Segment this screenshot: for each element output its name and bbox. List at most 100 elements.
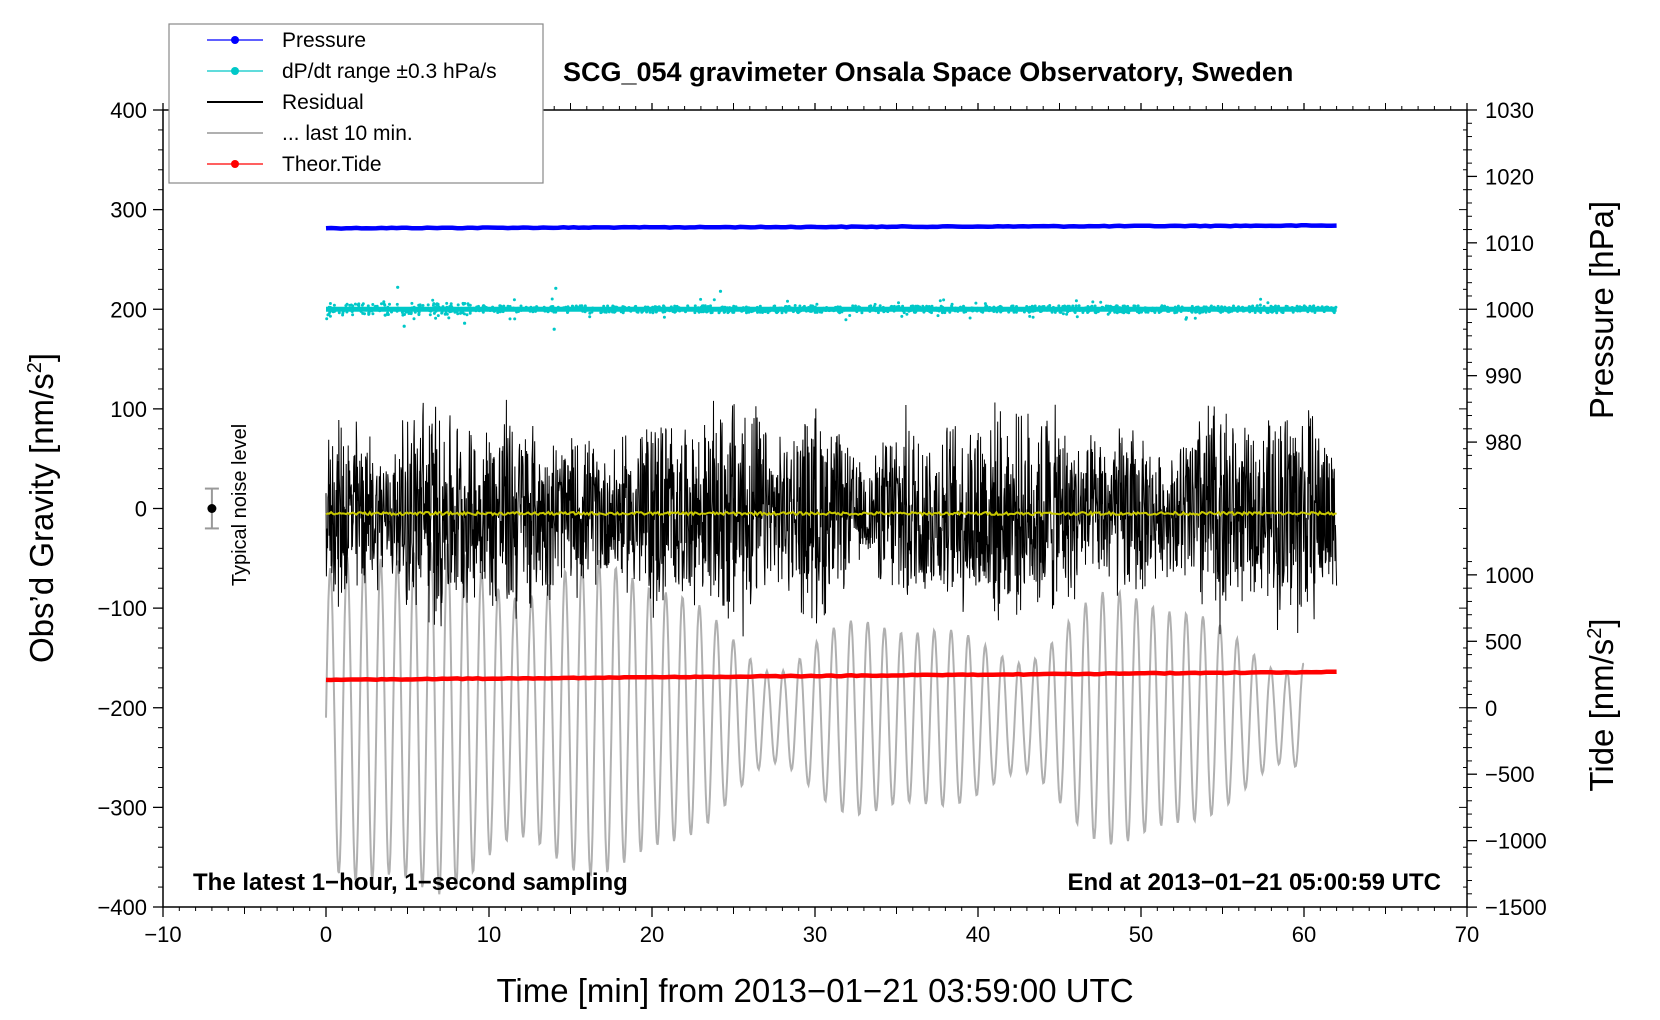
dpdt-point: [721, 305, 724, 309]
dpdt-point: [1220, 305, 1224, 309]
dpdt-point: [772, 308, 776, 312]
dpdt-point: [432, 311, 436, 315]
dpdt-point: [824, 308, 828, 312]
dpdt-point: [1177, 306, 1181, 310]
dpdt-point: [758, 310, 762, 314]
dpdt-point: [1132, 306, 1136, 309]
dpdt-point: [1190, 304, 1194, 308]
dpdt-point: [768, 309, 772, 313]
dpdt-point: [671, 307, 675, 311]
dpdt-point: [372, 306, 376, 310]
dpdt-point: [1108, 309, 1112, 313]
dpdt-point: [502, 304, 506, 308]
dpdt-point: [759, 307, 763, 311]
dpdt-point: [1308, 305, 1312, 309]
legend-label: Pressure: [282, 29, 366, 52]
dpdt-point: [1247, 307, 1251, 311]
dpdt-point: [482, 304, 486, 308]
dpdt-point: [357, 302, 361, 306]
dpdt-point: [791, 310, 795, 314]
dpdt-point: [913, 310, 917, 314]
dpdt-point: [1196, 305, 1200, 309]
dpdt-point: [1266, 301, 1270, 305]
dpdt-point: [571, 305, 575, 309]
dpdt-point: [1061, 312, 1065, 316]
dpdt-point: [1322, 310, 1326, 314]
dpdt-point: [1137, 307, 1140, 311]
dpdt-point: [382, 302, 386, 306]
dpdt-point: [1195, 310, 1199, 314]
dpdt-point: [1080, 307, 1084, 311]
dpdt-point: [1076, 308, 1080, 312]
dpdt-point: [761, 311, 764, 314]
dpdt-point: [892, 309, 896, 313]
dpdt-point: [740, 309, 744, 313]
dpdt-point: [804, 307, 808, 311]
dpdt-point: [1180, 305, 1184, 309]
dpdt-point: [617, 308, 621, 312]
dpdt-point: [428, 313, 432, 317]
dpdt-point: [678, 308, 682, 312]
tide-tick-label: 0: [1485, 696, 1497, 721]
dpdt-point: [701, 310, 705, 314]
dpdt-point: [367, 311, 371, 315]
dpdt-point: [349, 303, 353, 307]
dpdt-point: [844, 318, 848, 322]
dpdt-point: [1221, 309, 1225, 313]
dpdt-point: [1106, 312, 1110, 316]
noise-level-label: Typical noise level: [229, 424, 251, 586]
dpdt-point: [1273, 309, 1277, 313]
dpdt-point: [834, 305, 837, 309]
dpdt-outlier: [463, 321, 467, 325]
dpdt-point: [475, 305, 479, 309]
dpdt-point: [410, 301, 414, 305]
dpdt-point: [709, 311, 713, 315]
dpdt-point: [1248, 305, 1252, 309]
dpdt-point: [1012, 310, 1016, 314]
dpdt-point: [723, 310, 727, 314]
dpdt-point: [386, 313, 390, 316]
dpdt-point: [508, 317, 512, 321]
dpdt-point: [1028, 305, 1032, 309]
dpdt-point: [657, 305, 661, 309]
dpdt-point: [758, 304, 762, 308]
dpdt-point: [897, 304, 901, 308]
dpdt-point: [784, 305, 787, 308]
dpdt-point: [480, 308, 484, 312]
y-left-tick-label: −400: [97, 895, 147, 920]
dpdt-point: [1146, 310, 1150, 314]
dpdt-point: [1318, 308, 1322, 312]
dpdt-point: [1153, 310, 1156, 313]
dpdt-point: [515, 310, 519, 314]
dpdt-point: [786, 299, 789, 303]
dpdt-point: [629, 308, 633, 312]
dpdt-point: [1075, 315, 1079, 319]
dpdt-point: [1209, 305, 1213, 309]
x-tick-label: −10: [144, 922, 181, 947]
dpdt-point: [756, 310, 759, 314]
dpdt-point: [755, 305, 759, 309]
dpdt-point: [370, 309, 374, 313]
dpdt-point: [371, 303, 375, 306]
dpdt-point: [436, 314, 440, 318]
dpdt-point: [1316, 305, 1320, 309]
annotation-end-time: End at 2013−01−21 05:00:59 UTC: [1067, 869, 1441, 896]
dpdt-outlier: [554, 286, 558, 290]
dpdt-point: [1015, 305, 1018, 308]
dpdt-point: [332, 303, 336, 307]
dpdt-point: [1084, 306, 1087, 310]
dpdt-point: [648, 310, 652, 314]
dpdt-point: [940, 311, 944, 315]
dpdt-point: [1120, 310, 1124, 314]
dpdt-point: [1331, 309, 1335, 313]
dpdt-point: [1063, 304, 1067, 308]
dpdt-point: [971, 309, 975, 313]
dpdt-point: [1074, 299, 1078, 303]
dpdt-point: [745, 311, 748, 315]
dpdt-point: [741, 306, 745, 310]
dpdt-point: [566, 310, 570, 314]
dpdt-point: [1232, 304, 1235, 308]
tick-labels-layer: −10 0 10 20 30 40 50 60 704003002001000−100−200−…: [97, 98, 1546, 947]
dpdt-point: [915, 304, 919, 308]
